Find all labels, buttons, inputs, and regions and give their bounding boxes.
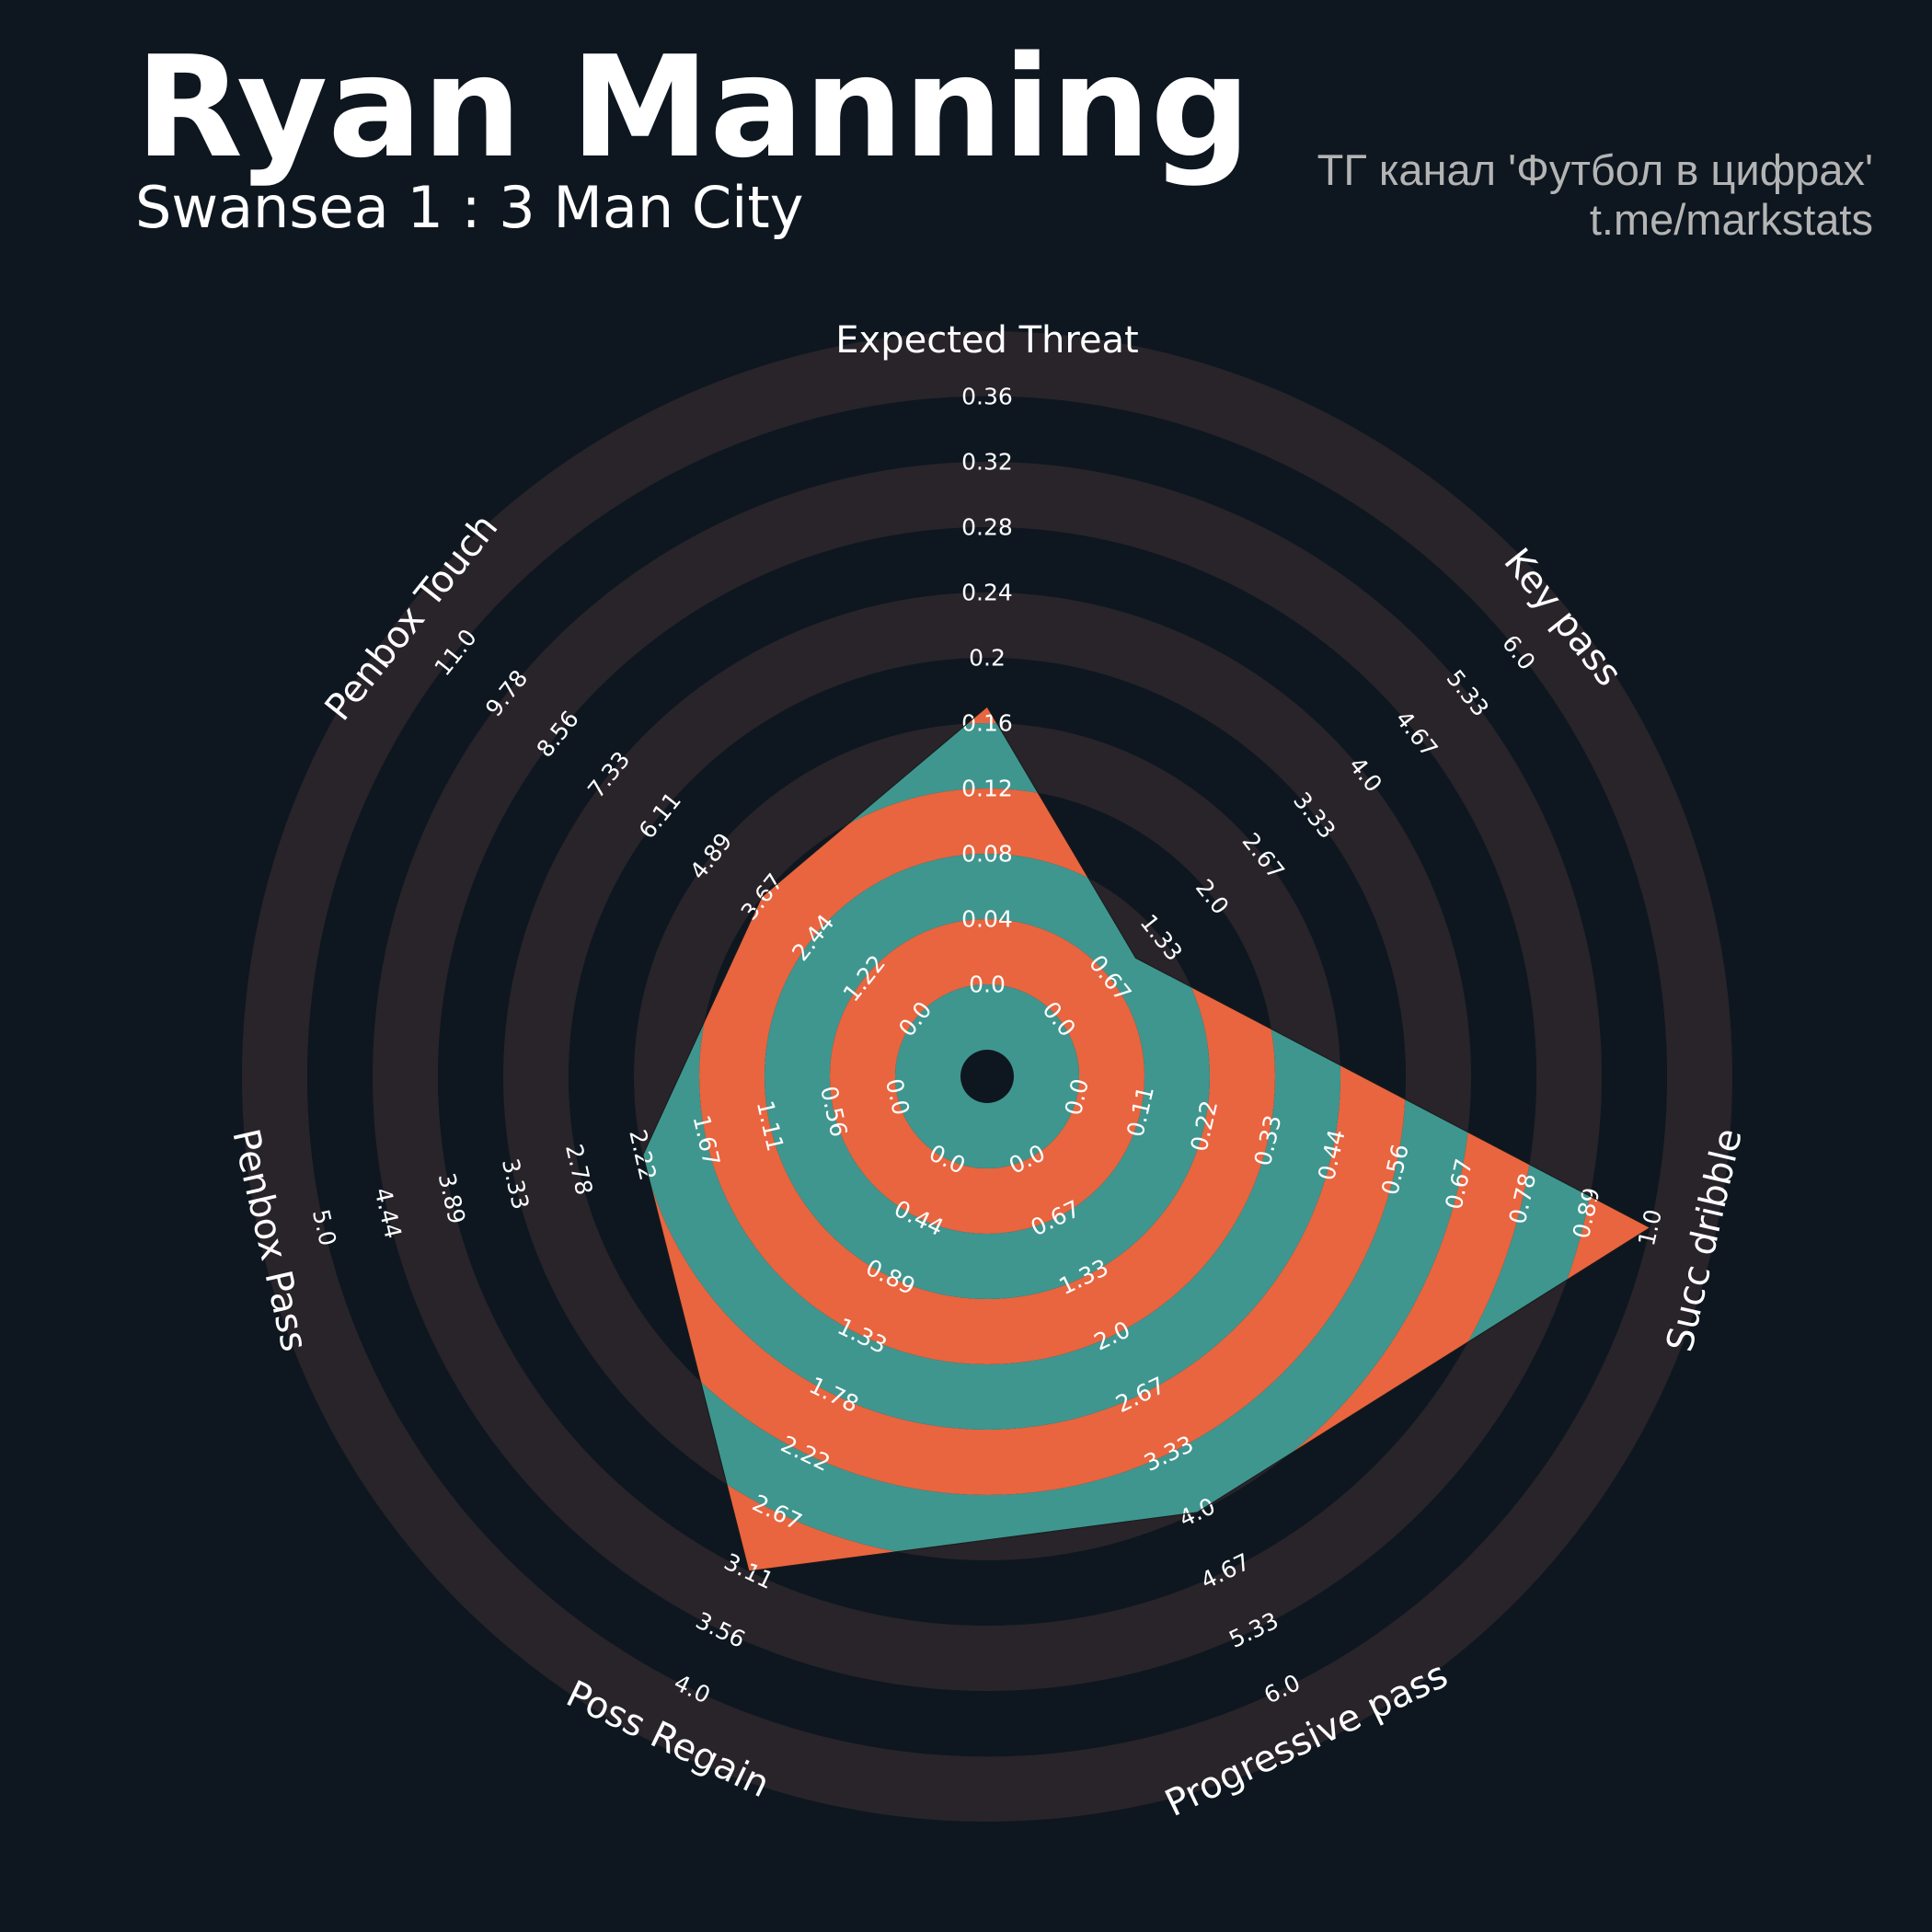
tick-label: 0.24 [961,580,1013,606]
tick-label: 0.36 [961,384,1013,410]
data-polygon-outline [642,706,1651,1572]
credit-link: t.me/markstats [1589,195,1873,245]
tick-label: 0.04 [961,906,1013,933]
tick-label: 0.12 [961,776,1013,802]
data-band [895,984,1079,1168]
credit-block: ТГ канал 'Футбол в цифрах' t.me/markstat… [1317,145,1873,245]
data-polygon-group [642,707,1650,1571]
match-subtitle: Swansea 1 : 3 Man City [135,174,804,241]
tick-label: 0.0 [969,972,1006,998]
tick-label: 0.28 [961,514,1013,541]
param-label: Expected Threat [835,319,1139,362]
tick-label: 0.2 [969,645,1006,672]
data-band [765,854,1210,1299]
tick-label: 0.16 [961,710,1013,737]
player-name-title: Ryan Manning [135,26,1251,189]
data-band [830,919,1144,1234]
credit-channel: ТГ канал 'Футбол в цифрах' [1317,145,1873,194]
tick-label: 0.08 [961,841,1013,868]
tick-label: 0.32 [961,449,1013,476]
